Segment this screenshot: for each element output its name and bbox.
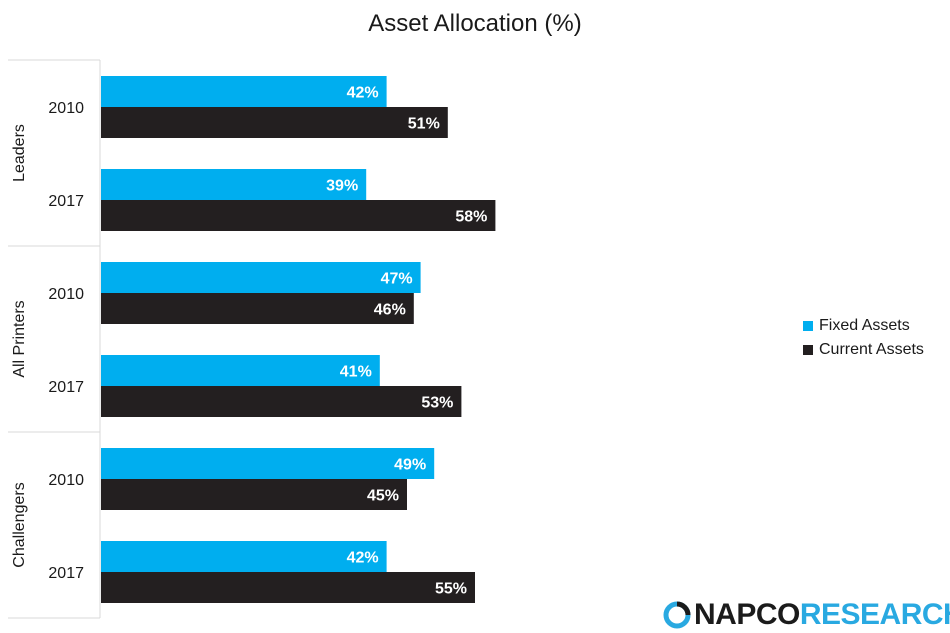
bar-current-assets: [101, 479, 407, 510]
data-label: 55%: [435, 581, 467, 598]
data-label: 51%: [408, 116, 440, 133]
napco-ring-icon: [663, 601, 691, 629]
group-label: Challengers: [11, 482, 28, 567]
legend-item-fixed-assets: Fixed Assets: [803, 314, 924, 338]
data-label: 42%: [347, 550, 379, 567]
bar-fixed-assets: [101, 169, 367, 200]
group-label: All Printers: [11, 300, 28, 377]
bar-current-assets: [101, 107, 448, 138]
group-label: Leaders: [11, 124, 28, 182]
legend-item-current-assets: Current Assets: [803, 338, 924, 362]
data-label: 58%: [455, 209, 487, 226]
data-label: 41%: [340, 364, 372, 381]
data-label: 39%: [326, 178, 358, 195]
row-label: 2017: [48, 565, 84, 582]
legend-swatch-current-assets: [803, 345, 813, 355]
data-label: 49%: [394, 457, 426, 474]
legend-label-fixed-assets: Fixed Assets: [819, 317, 910, 334]
bar-current-assets: [101, 293, 414, 324]
bar-fixed-assets: [101, 262, 421, 293]
logo-suffix: RESEARCH: [799, 598, 950, 631]
bar-current-assets: [101, 386, 462, 417]
row-label: 2010: [48, 472, 84, 489]
napco-research-logo: NAPCO RESEARCH: [662, 598, 950, 632]
bar-fixed-assets: [101, 448, 435, 479]
row-label: 2010: [48, 286, 84, 303]
logo-brand: NAPCO: [694, 598, 800, 631]
chart-title: Asset Allocation (%): [368, 10, 582, 37]
data-label: 45%: [367, 488, 399, 505]
data-label: 47%: [381, 271, 413, 288]
data-label: 53%: [421, 395, 453, 412]
row-label: 2017: [48, 193, 84, 210]
legend: Fixed Assets Current Assets: [803, 314, 924, 362]
bar-fixed-assets: [101, 76, 387, 107]
bar-fixed-assets: [101, 541, 387, 572]
row-label: 2017: [48, 379, 84, 396]
data-label: 46%: [374, 302, 406, 319]
bar-current-assets: [101, 200, 496, 231]
bar-current-assets: [101, 572, 475, 603]
row-label: 2010: [48, 100, 84, 117]
legend-swatch-fixed-assets: [803, 321, 813, 331]
bar-fixed-assets: [101, 355, 380, 386]
legend-label-current-assets: Current Assets: [819, 341, 924, 358]
data-label: 42%: [347, 85, 379, 102]
